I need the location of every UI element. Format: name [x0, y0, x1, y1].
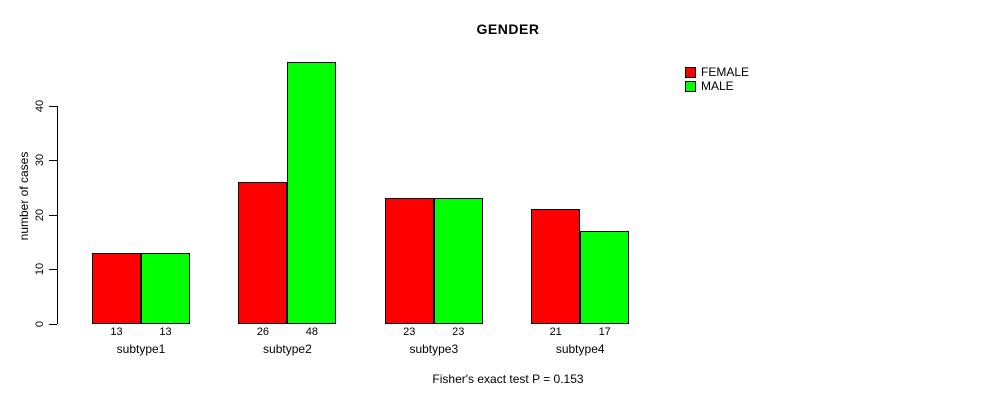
y-axis-label: number of cases	[17, 151, 31, 241]
bar-value-label-female-subtype3: 23	[403, 326, 416, 338]
y-axis-tick-label-10: 10	[34, 263, 46, 276]
bar-value-label-female-subtype1: 13	[110, 326, 123, 338]
y-axis-line	[57, 105, 58, 324]
legend-label-male: MALE	[701, 79, 734, 93]
bar-value-label-male-subtype2: 48	[305, 326, 319, 338]
y-axis-tick-label-20: 20	[34, 208, 46, 221]
male-swatch	[685, 80, 696, 92]
y-axis-tick-40	[49, 105, 57, 107]
category-label-subtype3: subtype3	[409, 342, 459, 356]
y-axis-tick-0	[49, 324, 57, 325]
female-swatch	[685, 66, 696, 78]
bar-value-label-male-subtype1: 13	[159, 326, 172, 338]
bar-male-subtype3	[433, 198, 483, 324]
category-label-subtype4: subtype4	[555, 342, 605, 356]
category-label-subtype2: subtype2	[263, 342, 312, 356]
bar-male-subtype1	[141, 253, 190, 324]
bar-female-subtype3	[384, 198, 434, 324]
bar-male-subtype4	[580, 231, 630, 324]
bar-female-subtype2	[238, 182, 288, 324]
legend-item-male: MALE	[685, 79, 749, 93]
legend: FEMALE MALE	[685, 65, 749, 93]
bar-male-subtype2	[287, 61, 337, 324]
bar-value-label-female-subtype4: 21	[549, 326, 562, 338]
y-axis-tick-20	[49, 214, 57, 216]
category-label-subtype1: subtype1	[116, 342, 166, 356]
chart-title: GENDER	[476, 21, 540, 37]
y-axis-tick-30	[49, 160, 57, 162]
bar-value-label-female-subtype2: 26	[256, 326, 270, 338]
chart-caption: Fisher's exact test P = 0.153	[432, 372, 584, 386]
bar-female-subtype4	[531, 209, 581, 324]
y-axis-tick-label-30: 30	[34, 154, 46, 167]
legend-item-female: FEMALE	[685, 65, 749, 79]
legend-label-female: FEMALE	[701, 65, 750, 79]
y-axis-tick-label-0: 0	[34, 320, 46, 328]
bar-value-label-male-subtype4: 17	[598, 326, 611, 338]
bar-value-label-male-subtype3: 23	[452, 326, 465, 338]
bar-female-subtype1	[92, 253, 141, 324]
y-axis-tick-label-40: 40	[34, 99, 46, 112]
y-axis-tick-10	[49, 269, 57, 271]
